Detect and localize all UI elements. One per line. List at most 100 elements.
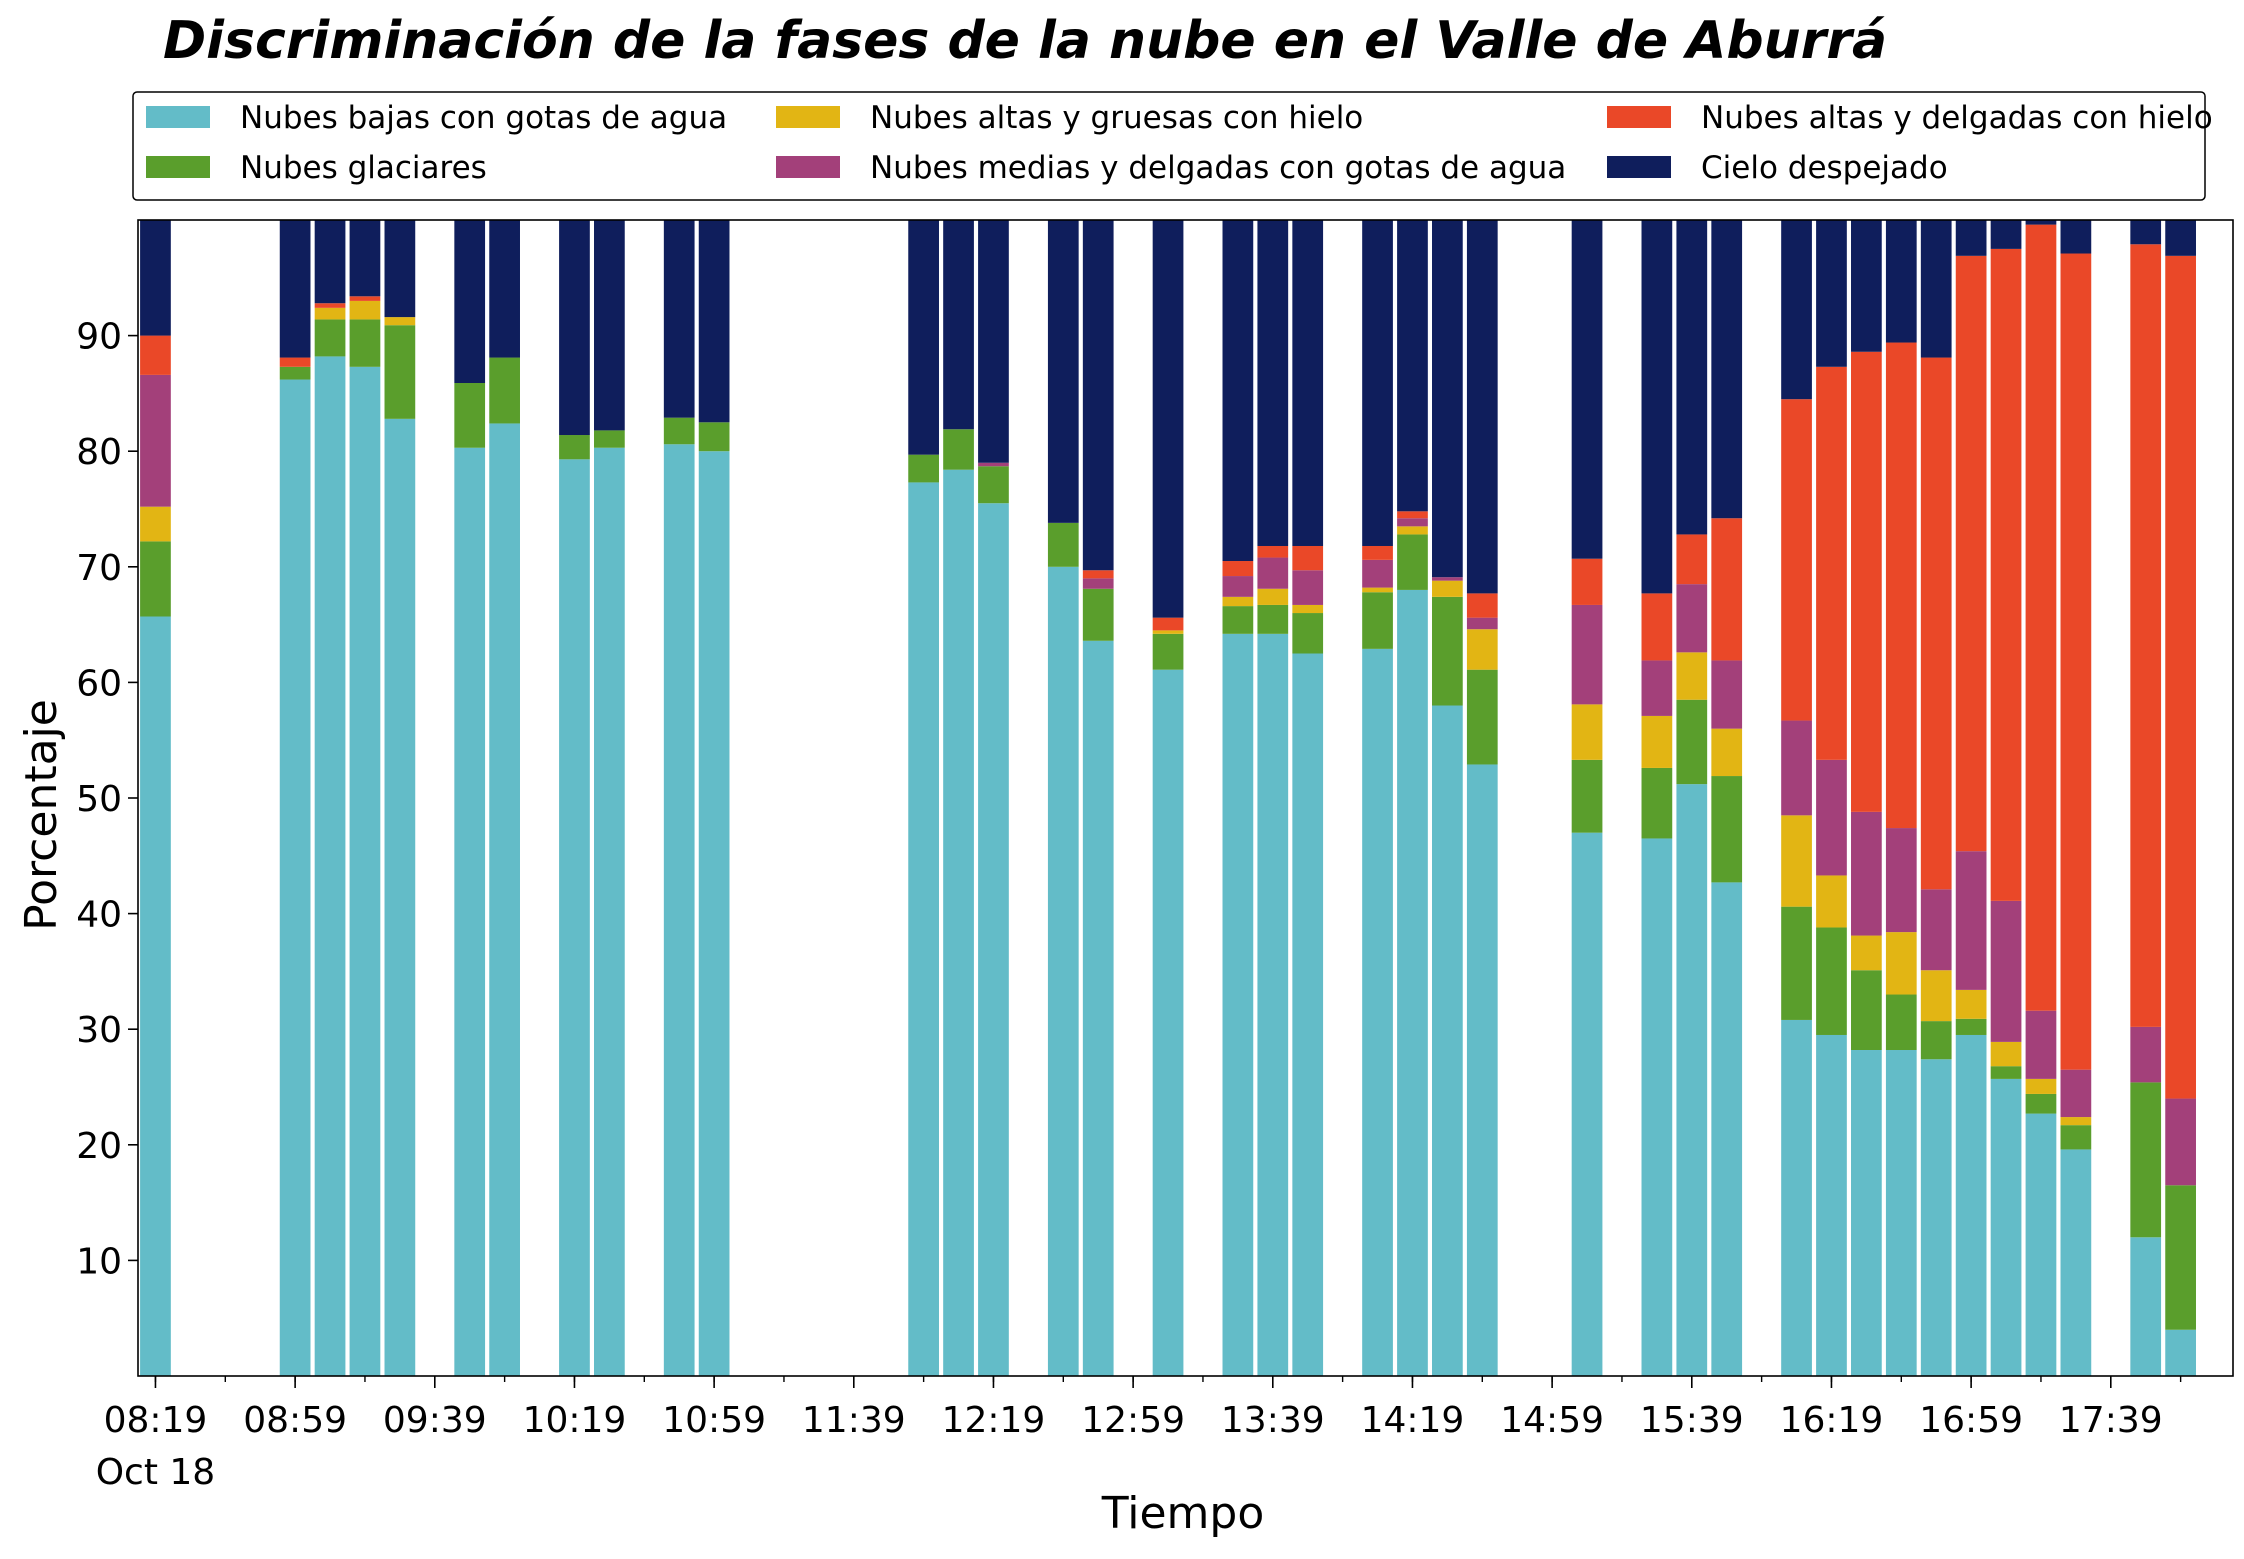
- x-tick-label: 09:39: [383, 1400, 487, 1441]
- bar-segment: [1851, 351, 1882, 812]
- bar-segment: [1816, 1034, 1847, 1376]
- bar-segment: [1152, 633, 1184, 670]
- bar-segment: [1571, 704, 1603, 760]
- bar-segment: [978, 466, 1009, 504]
- bar-segment: [1047, 220, 1079, 523]
- bar-segment: [279, 366, 311, 380]
- bar-segment: [594, 447, 625, 1377]
- bar-segment: [384, 418, 416, 1377]
- bar-segment: [2165, 1329, 2196, 1376]
- bar-segment: [978, 503, 1009, 1377]
- bar-segment: [1641, 715, 1673, 768]
- bar-segment: [1990, 248, 2022, 901]
- bar-segment: [140, 541, 171, 617]
- bar-segment: [663, 444, 695, 1376]
- y-tick-label: 70: [76, 548, 122, 589]
- legend-swatch: [776, 106, 840, 128]
- bar-segment: [1781, 906, 1812, 1020]
- bar-segment: [1292, 570, 1324, 605]
- bar-segment: [1466, 617, 1498, 630]
- x-axis-label: Tiempo: [1101, 1488, 1265, 1539]
- bar-segment: [1222, 561, 1254, 577]
- bar-segment: [978, 462, 1009, 467]
- bar-segment: [1711, 220, 1743, 519]
- legend-entry: Nubes altas y delgadas con hielo: [1701, 100, 2213, 136]
- bar-segment: [908, 454, 939, 483]
- x-tick-label: 14:19: [1361, 1400, 1465, 1441]
- x-tick-label: 11:39: [802, 1400, 906, 1441]
- bar-segment: [1955, 851, 1987, 990]
- bar-segment: [594, 220, 625, 431]
- bar-segment: [1781, 1019, 1812, 1376]
- bar-segment: [279, 379, 311, 1376]
- bar-segment: [943, 220, 974, 430]
- y-tick-label: 50: [76, 779, 122, 820]
- bar-segment: [1851, 220, 1882, 352]
- y-tick-label: 40: [76, 895, 122, 936]
- legend-frame: [132, 91, 2206, 201]
- bar-segment: [1955, 220, 1987, 256]
- bar-segment: [140, 374, 171, 507]
- bar-segment: [1397, 534, 1428, 590]
- bar-segment: [384, 325, 416, 419]
- bar-segment: [559, 435, 590, 460]
- bar-segment: [2165, 255, 2196, 1099]
- legend-swatch: [146, 106, 210, 128]
- bar-segment: [1397, 511, 1428, 519]
- bar-segment: [1885, 1050, 1917, 1376]
- y-tick-label: 10: [76, 1241, 122, 1282]
- bar-segment: [1816, 220, 1847, 367]
- bar-segment: [1990, 900, 2022, 1042]
- bar-segment: [1955, 255, 1987, 852]
- bar-segment: [2060, 1149, 2092, 1376]
- bar-segment: [1990, 1041, 2022, 1067]
- y-tick-label: 30: [76, 1010, 122, 1051]
- bar-segment: [594, 430, 625, 448]
- bar-segment: [384, 220, 416, 318]
- x-tick-label: 15:39: [1640, 1400, 1744, 1441]
- bar-segment: [1781, 220, 1812, 400]
- bar-segment: [1851, 935, 1882, 971]
- bar-segment: [1466, 629, 1498, 670]
- bar-segment: [140, 220, 171, 336]
- bar-segment: [1571, 558, 1603, 605]
- bar-segment: [1222, 220, 1254, 562]
- bar-segment: [349, 300, 381, 320]
- bar-segment: [140, 616, 171, 1376]
- x-tick-label: 16:19: [1780, 1400, 1884, 1441]
- bar-segment: [1851, 811, 1882, 936]
- y-axis-label: Porcentaje: [16, 699, 67, 931]
- bar-segment: [2165, 1098, 2196, 1186]
- bar-segment: [489, 357, 520, 424]
- bar-segment: [1082, 578, 1114, 589]
- bar-segment: [1920, 1059, 1952, 1376]
- bar-segment: [2025, 1113, 2057, 1376]
- bar-segment: [1362, 648, 1393, 1376]
- x-tick-label: 12:19: [942, 1400, 1046, 1441]
- bar-segment: [454, 447, 486, 1377]
- bar-segment: [908, 482, 939, 1376]
- y-tick-label: 80: [76, 432, 122, 473]
- bar-segment: [1222, 596, 1254, 607]
- bar-segment: [1885, 828, 1917, 933]
- bar-segment: [2165, 1185, 2196, 1330]
- bar-segment: [1816, 927, 1847, 1035]
- bar-segment: [140, 335, 171, 375]
- bar-segment: [943, 429, 974, 470]
- bar-segment: [1781, 720, 1812, 816]
- bar-segment: [314, 303, 346, 308]
- bar-segment: [140, 506, 171, 542]
- bar-segment: [1571, 759, 1603, 833]
- bar-segment: [2060, 220, 2092, 254]
- bar-segment: [2130, 220, 2162, 245]
- bar-segment: [2060, 1117, 2092, 1126]
- bar-segment: [1851, 970, 1882, 1050]
- legend-entry: Nubes bajas con gotas de agua: [240, 100, 727, 136]
- bar-segment: [314, 319, 346, 357]
- bar-segment: [1082, 588, 1114, 641]
- bar-segment: [1816, 759, 1847, 876]
- bar-segment: [1920, 357, 1952, 890]
- bar-segment: [1676, 699, 1708, 785]
- bar-segment: [1466, 669, 1498, 765]
